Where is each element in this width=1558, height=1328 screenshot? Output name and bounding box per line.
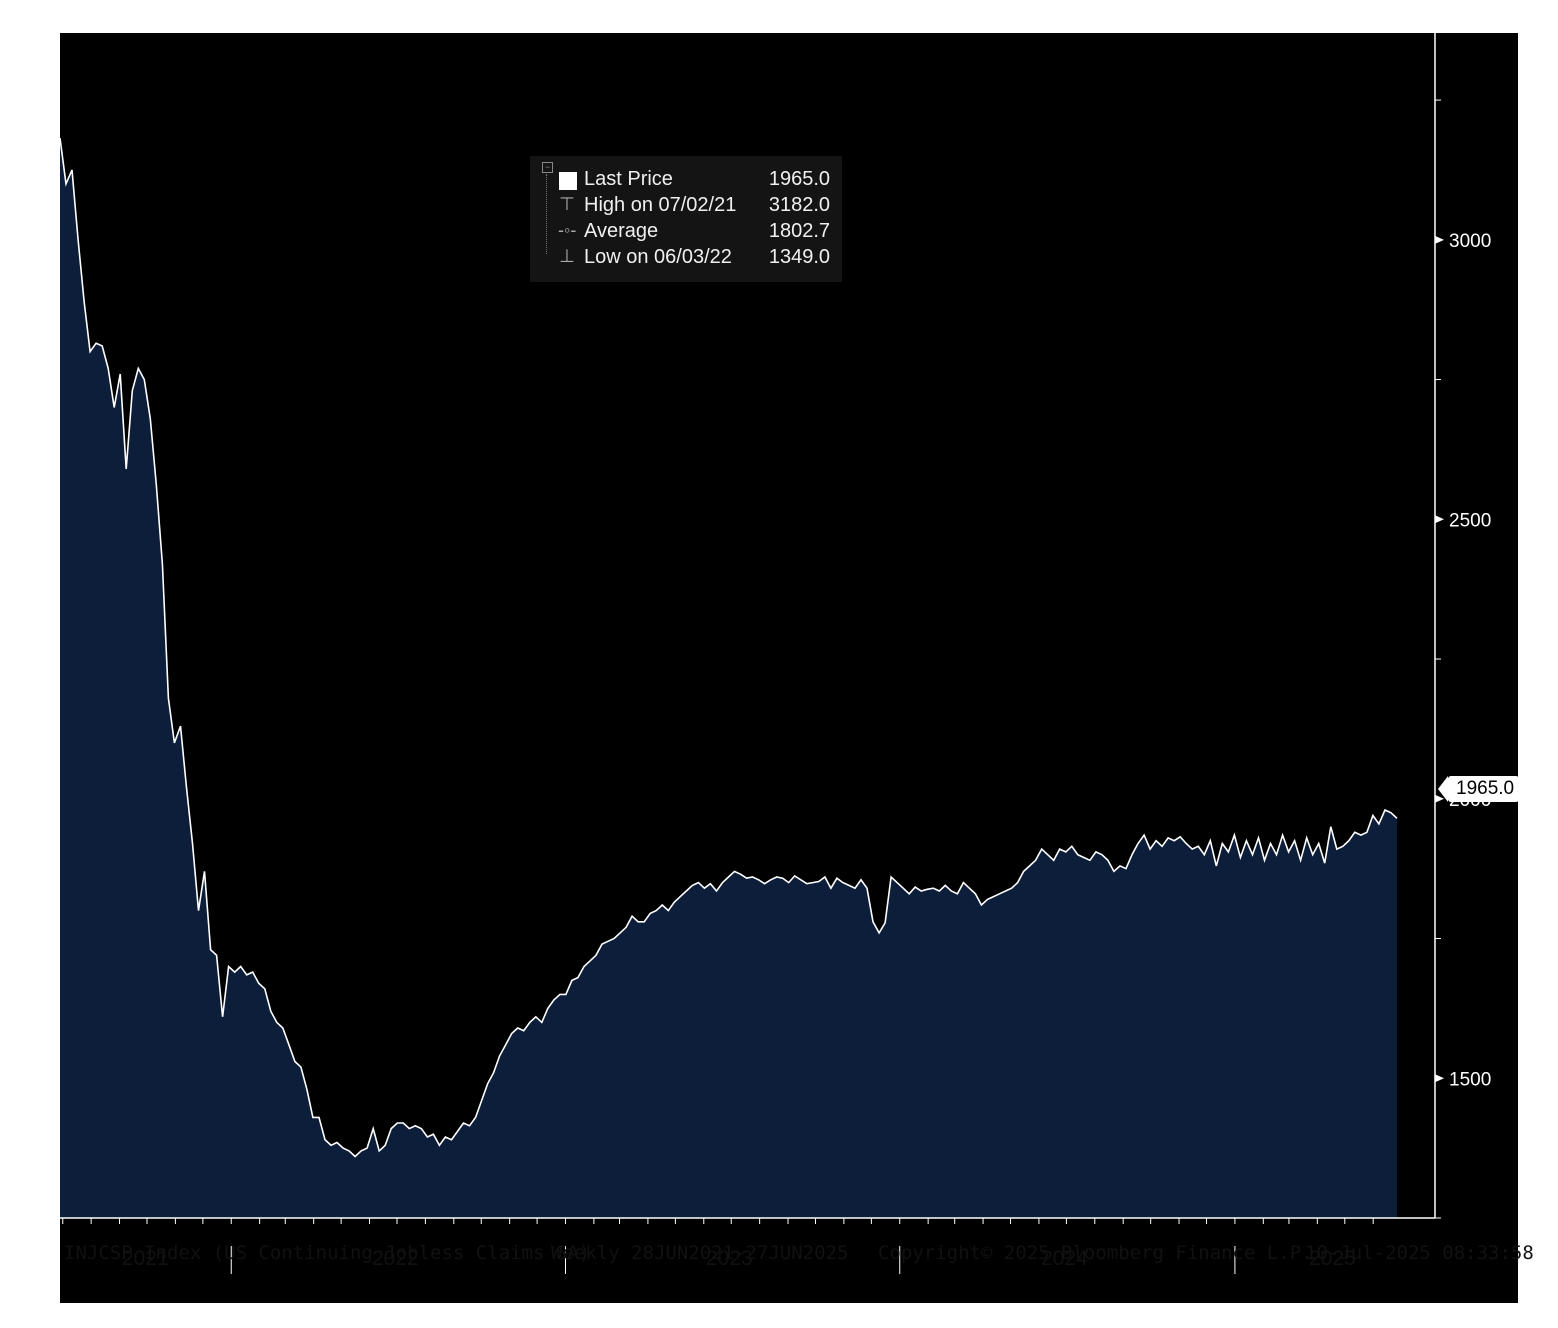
legend-row-average: -◦- Average 1802.7 xyxy=(530,220,842,246)
y-tick-label: 2500 xyxy=(1449,510,1491,531)
legend-value: 3182.0 xyxy=(768,194,830,216)
y-tick-label: 1500 xyxy=(1449,1069,1491,1090)
legend-row-low: ⊥ Low on 06/03/22 1349.0 xyxy=(530,246,842,272)
footer-ticker: INJCSP Index (US Continuing Jobless Clai… xyxy=(64,1242,591,1264)
y-major-tick xyxy=(1435,235,1444,244)
legend-label: Average xyxy=(584,220,659,242)
legend-value: 1349.0 xyxy=(768,246,830,268)
average-marker-icon: -◦- xyxy=(558,220,577,240)
legend-row-last-price: Last Price 1965.0 xyxy=(530,168,842,194)
footer-range: Weekly 28JUN2021-27JUN2025 xyxy=(551,1242,849,1264)
x-tick-label: 2023 xyxy=(706,1247,753,1270)
legend-row-high: ⊤ High on 07/02/21 3182.0 xyxy=(530,194,842,220)
legend-label: Last Price xyxy=(584,168,673,190)
legend-tree-line xyxy=(546,174,548,254)
footer-copyright: Copyright© 2025 Bloomberg Finance L.P. xyxy=(878,1242,1313,1264)
y-major-tick xyxy=(1435,1074,1444,1083)
legend-collapse-icon[interactable]: − xyxy=(542,162,553,173)
last-price-swatch-icon xyxy=(559,172,577,190)
series-line xyxy=(60,137,1398,1158)
legend-value: 1965.0 xyxy=(768,168,830,190)
series-area xyxy=(60,138,1397,1219)
low-marker-icon: ⊥ xyxy=(559,246,575,266)
x-tick-label: 2025 xyxy=(1309,1247,1356,1270)
y-major-tick xyxy=(1435,515,1444,524)
y-tick-label: 3000 xyxy=(1449,231,1491,252)
chart-frame: 1500200025003000 − Last Price 1965.0 ⊤ H… xyxy=(60,33,1520,1303)
last-price-badge: 1965.0 xyxy=(1437,776,1520,802)
x-tick-label: 2021 xyxy=(122,1247,169,1270)
chart-svg: 1500200025003000 xyxy=(60,33,1491,1274)
x-tick-label: 2024 xyxy=(1041,1247,1088,1270)
x-tick-label: 2022 xyxy=(372,1247,419,1270)
legend-label: Low on 06/03/22 xyxy=(584,246,732,268)
chart-legend: − Last Price 1965.0 ⊤ High on 07/02/21 3… xyxy=(530,156,842,282)
high-marker-icon: ⊤ xyxy=(559,194,575,214)
legend-value: 1802.7 xyxy=(768,220,830,242)
footer-timestamp: 10-Jul-2025 08:33:58 xyxy=(1305,1242,1534,1264)
legend-label: High on 07/02/21 xyxy=(584,194,737,216)
